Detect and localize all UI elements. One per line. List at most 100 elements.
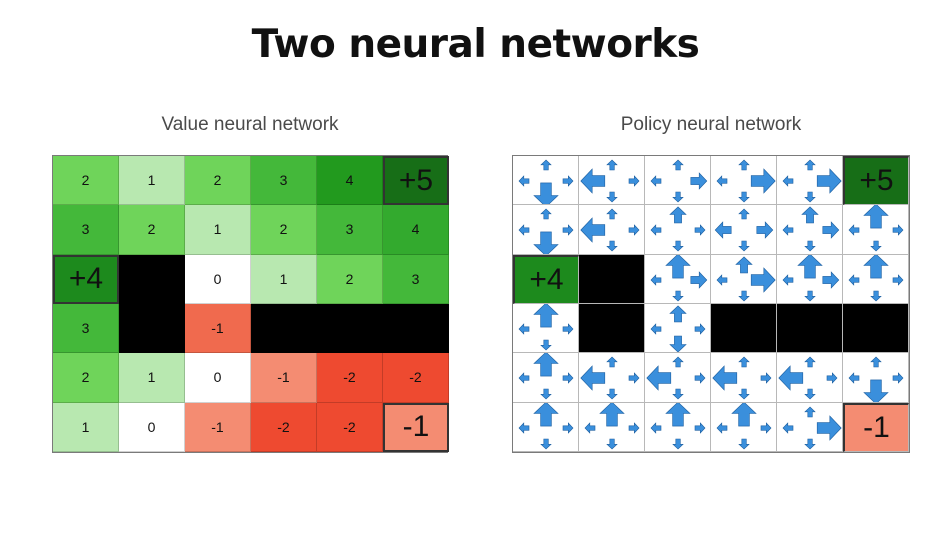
value-cell: -1: [185, 402, 251, 452]
wall-cell: [579, 254, 645, 304]
value-cell: 2: [317, 254, 383, 304]
arrow-down-icon: [804, 389, 816, 400]
arrow-up-icon: [672, 159, 684, 171]
policy-cell: [513, 205, 579, 255]
arrow-down-icon: [606, 241, 618, 252]
arrow-down-icon: [870, 241, 882, 252]
arrow-up-icon: [804, 356, 816, 368]
arrow-left-icon: [518, 175, 530, 187]
arrow-right-icon: [892, 273, 904, 286]
arrow-right-icon: [628, 421, 640, 434]
value-cell: 3: [383, 254, 449, 304]
arrow-up-icon: [606, 159, 618, 171]
policy-cell: [579, 402, 645, 452]
wall-cell: [843, 303, 909, 354]
value-cell: 3: [317, 205, 383, 255]
arrow-left-icon: [782, 224, 794, 237]
arrow-right-icon: [694, 421, 706, 434]
arrow-right-icon: [822, 221, 840, 240]
arrow-down-icon: [540, 438, 552, 450]
policy-cell: [843, 353, 909, 403]
value-cell: -2: [317, 353, 383, 403]
value-cell: -2: [251, 402, 317, 452]
policy-cell: [645, 205, 711, 255]
arrow-down-icon: [804, 241, 816, 252]
policy-cell: [579, 205, 645, 255]
arrow-down-icon: [672, 389, 684, 400]
value-cell: -1: [251, 353, 317, 403]
arrow-down-icon: [606, 438, 618, 450]
value-cell: 1: [251, 254, 317, 304]
arrow-left-icon: [650, 273, 662, 286]
arrow-down-icon: [669, 335, 687, 353]
policy-cell: [513, 303, 579, 354]
arrow-left-icon: [782, 175, 794, 187]
arrow-up-icon: [606, 356, 618, 368]
wall-cell: [579, 303, 645, 354]
policy-cell: [579, 156, 645, 206]
policy-cell: [711, 254, 777, 304]
arrow-up-icon: [665, 254, 691, 279]
arrow-right-icon: [822, 270, 840, 289]
terminal-cell: +4: [53, 254, 119, 304]
arrow-left-icon: [580, 365, 606, 392]
arrow-right-icon: [628, 372, 640, 385]
wall-cell: [119, 254, 185, 304]
policy-cell: [777, 156, 843, 206]
policy-cell: [777, 254, 843, 304]
arrow-right-icon: [690, 172, 708, 190]
arrow-right-icon: [628, 175, 640, 187]
arrow-up-icon: [665, 402, 691, 427]
arrow-right-icon: [750, 266, 776, 293]
policy-cell: [645, 402, 711, 452]
arrow-down-icon: [738, 191, 750, 203]
value-cell: -2: [383, 353, 449, 403]
slide-title: Two neural networks: [251, 22, 700, 67]
arrow-down-icon: [804, 191, 816, 203]
terminal-cell: -1: [383, 402, 449, 452]
arrow-up-icon: [797, 254, 823, 279]
arrow-left-icon: [518, 224, 530, 237]
value-cell: 2: [119, 205, 185, 255]
value-network-label: Value neural network: [161, 114, 339, 135]
arrow-left-icon: [716, 175, 728, 187]
policy-cell: [843, 205, 909, 255]
policy-cell: [711, 156, 777, 206]
arrow-left-icon: [518, 372, 530, 385]
value-cell: -1: [185, 303, 251, 354]
wall-cell: [711, 303, 777, 354]
arrow-up-icon: [863, 254, 889, 279]
arrow-right-icon: [760, 421, 772, 434]
arrow-right-icon: [690, 270, 708, 289]
arrow-down-icon: [533, 182, 559, 205]
wall-cell: [119, 303, 185, 354]
value-cell: 2: [53, 156, 119, 206]
arrow-left-icon: [782, 421, 794, 434]
arrow-up-icon: [669, 206, 687, 224]
value-cell: 1: [185, 205, 251, 255]
arrow-down-icon: [738, 438, 750, 450]
arrow-down-icon: [672, 438, 684, 450]
arrow-down-icon: [870, 290, 882, 302]
arrow-right-icon: [892, 372, 904, 385]
arrow-down-icon: [606, 191, 618, 203]
arrow-right-icon: [562, 323, 574, 335]
arrow-left-icon: [650, 421, 662, 434]
arrow-up-icon: [801, 206, 819, 224]
arrow-up-icon: [606, 208, 618, 220]
arrow-left-icon: [848, 224, 860, 237]
value-cell: 4: [383, 205, 449, 255]
arrow-left-icon: [580, 168, 606, 194]
policy-cell: [711, 402, 777, 452]
arrow-left-icon: [848, 273, 860, 286]
policy-cell: [645, 156, 711, 206]
arrow-down-icon: [738, 389, 750, 400]
arrow-left-icon: [716, 421, 728, 434]
wall-cell: [317, 303, 383, 354]
arrow-up-icon: [804, 406, 816, 417]
arrow-left-icon: [778, 365, 804, 392]
arrow-down-icon: [672, 191, 684, 203]
policy-cell: [777, 402, 843, 452]
arrow-down-icon: [672, 290, 684, 302]
arrow-right-icon: [694, 224, 706, 237]
